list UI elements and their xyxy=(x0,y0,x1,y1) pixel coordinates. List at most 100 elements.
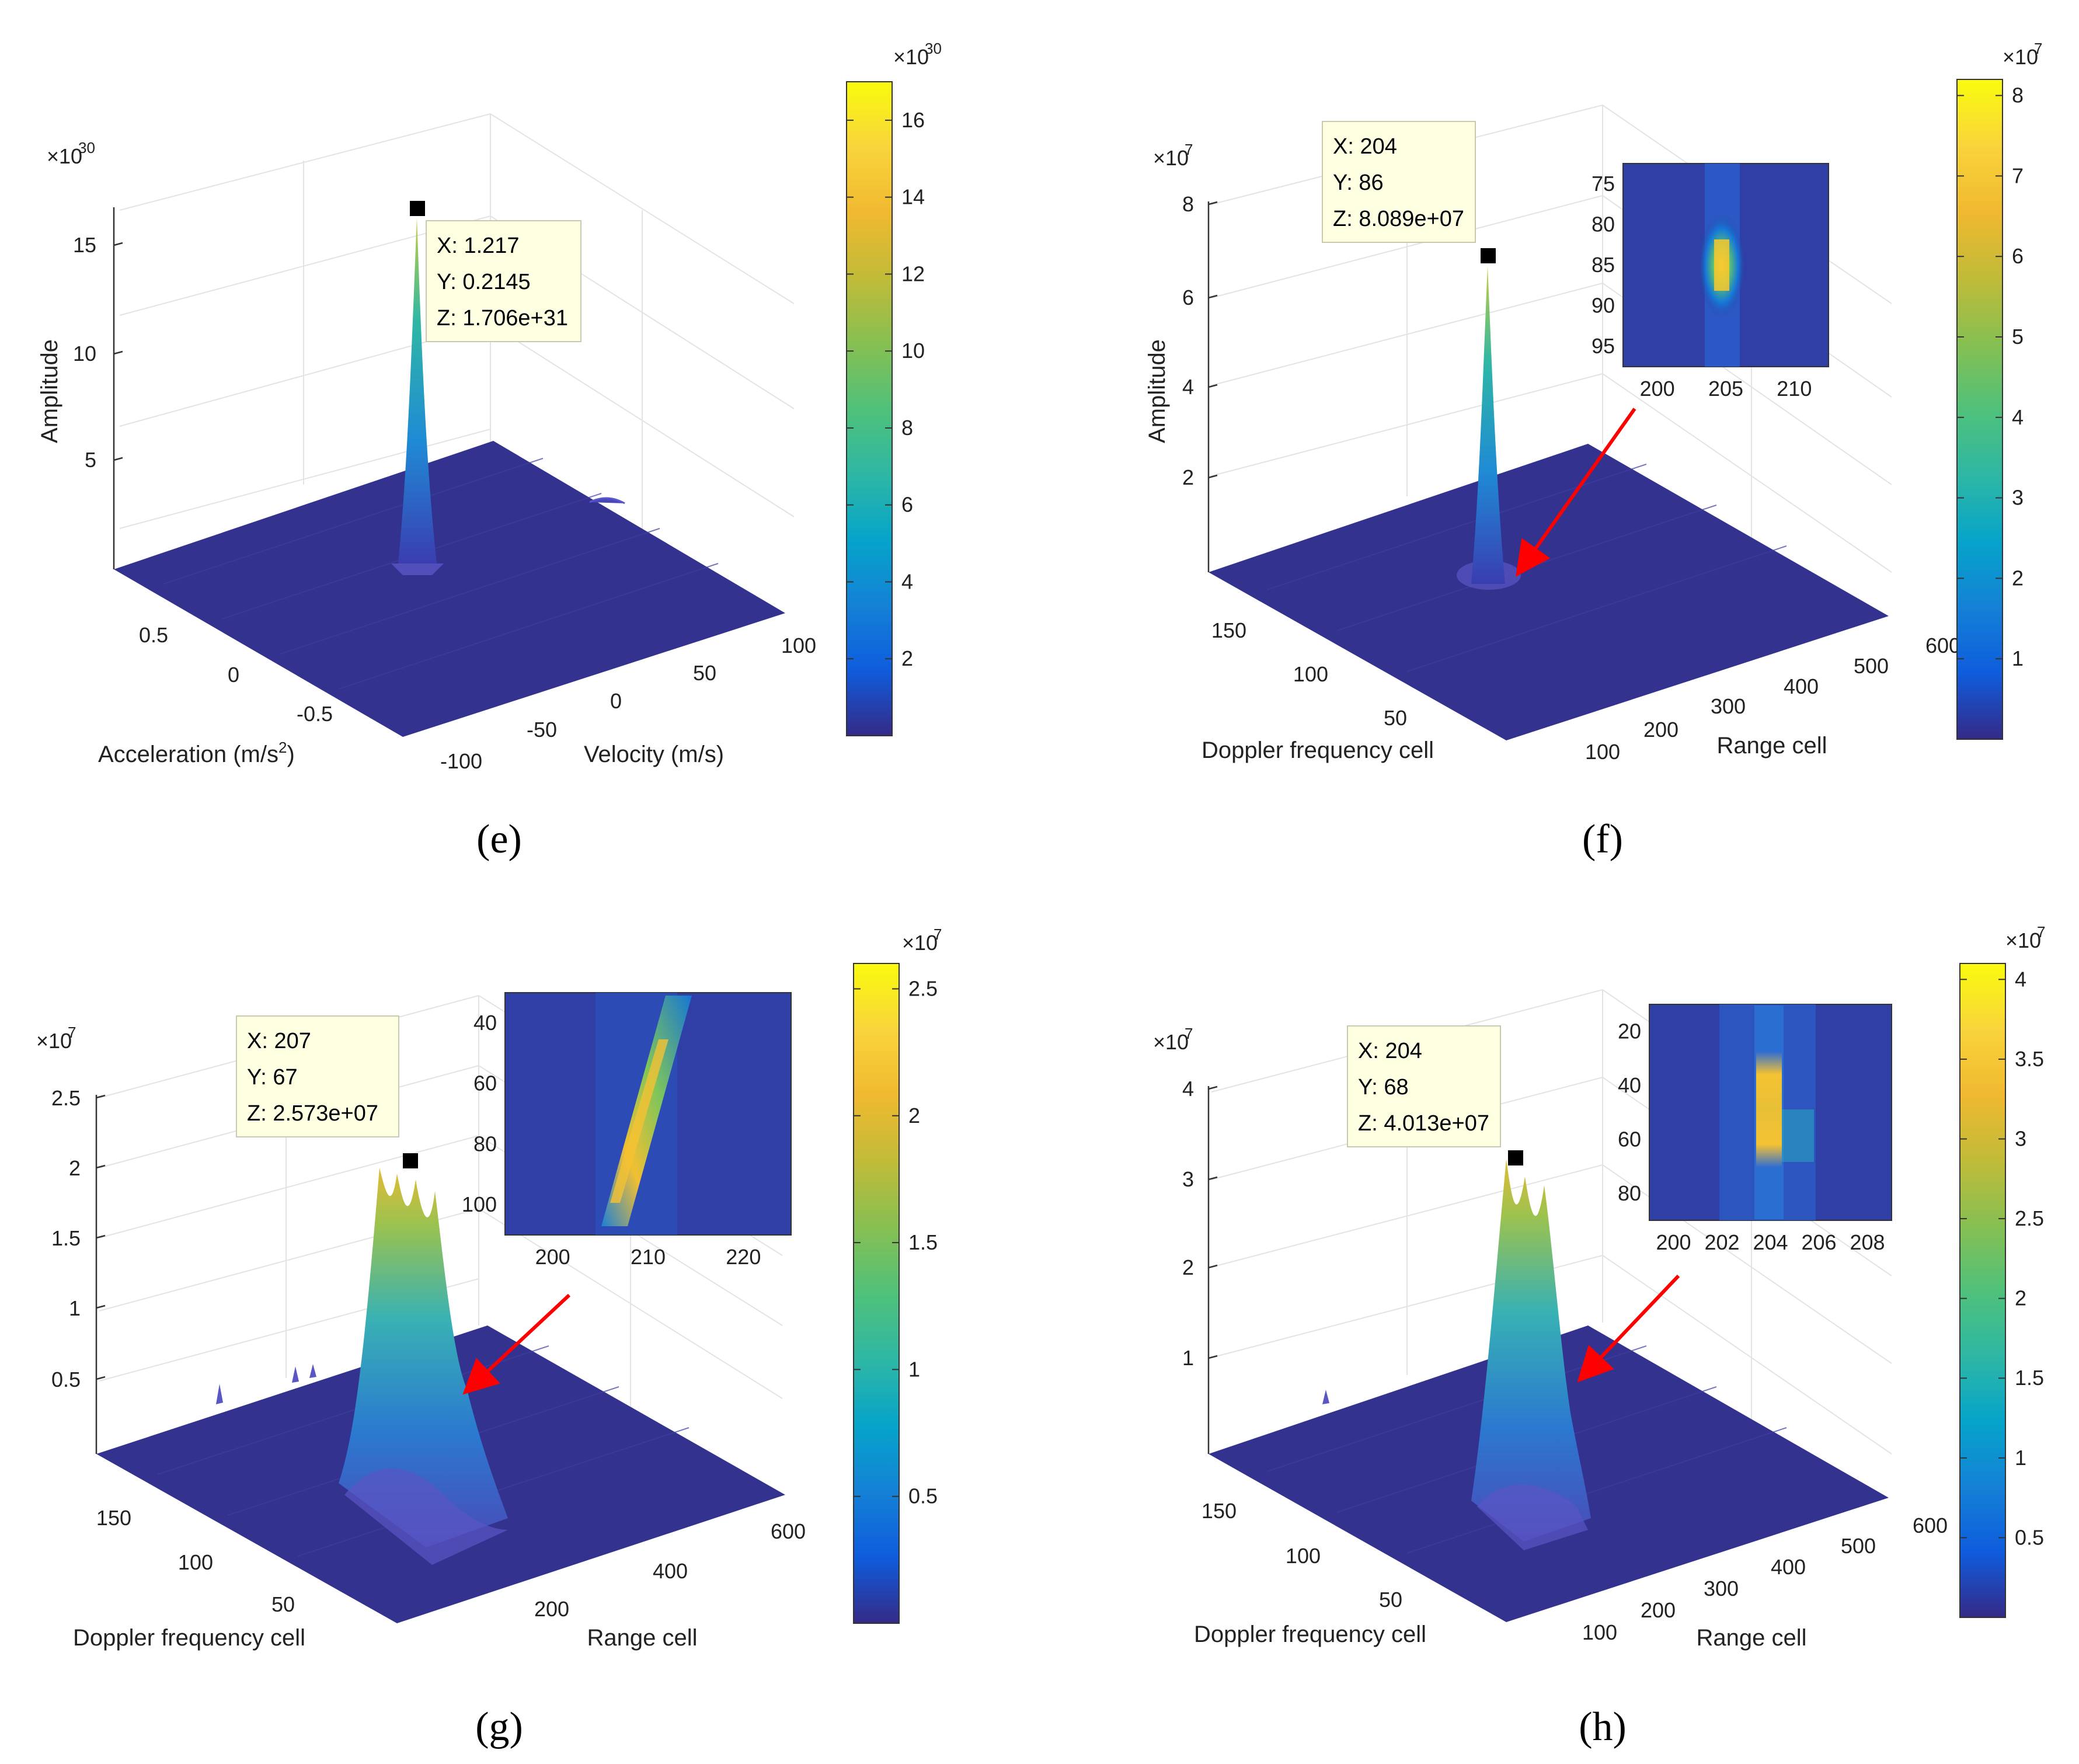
xtick-h: 50 xyxy=(1379,1588,1402,1612)
ytick-g: 600 xyxy=(771,1519,806,1543)
inset-ytick: 40 xyxy=(1618,1073,1641,1097)
panel-e: X: 1.217 Y: 0.2145 Z: 1.706e+31 15 10 5 … xyxy=(37,40,942,862)
ytick-h: 300 xyxy=(1704,1577,1739,1601)
xtick-g: 150 xyxy=(96,1506,131,1530)
ylabel-h: Range cell xyxy=(1696,1625,1806,1651)
cb-multiplier-base-g: ×10 xyxy=(902,931,938,955)
colorbar-tick-label: 1 xyxy=(2015,1446,2026,1470)
xtick-h: 150 xyxy=(1202,1499,1237,1523)
cb-multiplier-base-h: ×10 xyxy=(2005,928,2041,952)
y-axis-f: 100 200 300 400 500 600 xyxy=(1585,634,1960,764)
ztick-f: 4 xyxy=(1182,375,1194,399)
xtick-e: -0.5 xyxy=(297,702,333,726)
colorbar-tick-label: 0.5 xyxy=(2015,1525,2044,1549)
inset-xtick: 208 xyxy=(1850,1230,1885,1254)
ytick-h: 100 xyxy=(1582,1620,1617,1644)
inset-xtick: 200 xyxy=(535,1245,570,1269)
svg-text:(e): (e) xyxy=(476,817,522,862)
noise-spikes-g xyxy=(216,1364,316,1404)
inset-heatmap-h: 20 40 60 80 200 202 204 206 208 xyxy=(1618,1004,1892,1254)
cb-multiplier-exp-f: 7 xyxy=(2034,40,2042,57)
colorbar-tick-label: 3 xyxy=(2015,1126,2026,1150)
ytick-h: 200 xyxy=(1641,1598,1676,1622)
ridge-body-h xyxy=(1471,1159,1591,1542)
inset-heatmap-g: 40 60 80 100 200 210 220 xyxy=(462,992,792,1269)
ztick-h: 4 xyxy=(1182,1077,1194,1101)
ytick-f: 400 xyxy=(1784,674,1819,698)
ztick-g: 2 xyxy=(69,1156,81,1180)
colorbar-tick-label: 14 xyxy=(901,185,925,209)
xtick-h: 100 xyxy=(1286,1544,1321,1568)
xlabel-f: Doppler frequency cell xyxy=(1202,737,1434,763)
colorbar-tick-label: 2 xyxy=(2015,1286,2026,1310)
x-axis-e: 0.5 0 -0.5 xyxy=(139,623,333,726)
cb-multiplier-base-f: ×10 xyxy=(2003,45,2038,69)
datatip-x-g: X: 207 xyxy=(247,1029,311,1053)
inset-xtick: 210 xyxy=(1777,377,1812,401)
caption-f: (f) xyxy=(1582,817,1623,862)
colorbar-tick-label: 4 xyxy=(2012,405,2024,429)
datatip-x-e: X: 1.217 xyxy=(437,234,520,258)
ridge-shadow-g xyxy=(344,1469,508,1565)
ztick-e: 15 xyxy=(73,233,96,257)
background-bump-e xyxy=(589,497,625,505)
inset-ytick: 95 xyxy=(1592,334,1615,358)
ztick-h: 3 xyxy=(1182,1167,1194,1191)
zlabel-f: Amplitude xyxy=(1144,339,1170,443)
zlabel-e: Amplitude xyxy=(37,339,62,443)
z-axis-h: 4 3 2 1 xyxy=(1182,1077,1194,1370)
ytick-h: 400 xyxy=(1771,1555,1806,1579)
datatip-x-h: X: 204 xyxy=(1358,1039,1422,1063)
inset-ytick: 80 xyxy=(473,1132,497,1156)
xlabel-e: Acceleration (m/s2) xyxy=(98,739,295,767)
ytick-f: 100 xyxy=(1585,740,1620,764)
datatip-y-g: Y: 67 xyxy=(247,1065,298,1090)
ztick-f: 6 xyxy=(1182,286,1194,309)
y-axis-h: 100 200 300 400 500 600 xyxy=(1582,1514,1948,1644)
x-axis-g: 150 100 50 xyxy=(96,1506,295,1616)
colorbar-tick-label: 1 xyxy=(2012,646,2024,670)
ylabel-f: Range cell xyxy=(1716,733,1827,759)
xlabel-g: Doppler frequency cell xyxy=(73,1625,305,1651)
ztick-e: 5 xyxy=(85,448,96,472)
ytick-e: -100 xyxy=(440,749,482,773)
datatip-z-f: Z: 8.089e+07 xyxy=(1333,207,1464,231)
datatip-z-e: Z: 1.706e+31 xyxy=(437,306,568,330)
z-multiplier-exp-f: 7 xyxy=(1185,141,1193,158)
inset-heatmap-f: 75 80 85 90 95 200 205 210 xyxy=(1592,163,1829,401)
ridge-shadow-h xyxy=(1477,1484,1588,1550)
inset-ytick: 75 xyxy=(1592,172,1615,196)
cb-multiplier-exp-g: 7 xyxy=(934,926,942,943)
ztick-f: 8 xyxy=(1182,192,1194,216)
z-multiplier-f: ×10 7 xyxy=(1153,141,1193,170)
inset-xtick: 220 xyxy=(726,1245,761,1269)
datatip-marker-e xyxy=(410,201,425,216)
datatip-z-h: Z: 4.013e+07 xyxy=(1358,1111,1489,1136)
peak-base-e xyxy=(391,563,444,575)
colorbar-tick-label: 16 xyxy=(901,108,925,132)
datatip-y-f: Y: 86 xyxy=(1333,171,1384,195)
datatip-h: X: 204 Y: 68 Z: 4.013e+07 xyxy=(1347,1025,1501,1147)
datatip-z-g: Z: 2.573e+07 xyxy=(247,1101,378,1126)
colorbar-tick-label: 10 xyxy=(901,339,925,363)
cb-multiplier-exp-h: 7 xyxy=(2037,923,2045,941)
z-multiplier-base-h: ×10 xyxy=(1153,1030,1189,1054)
inset-ytick: 100 xyxy=(462,1192,497,1216)
colorbar-tick-label: 7 xyxy=(2012,163,2024,187)
z-multiplier-exp-h: 7 xyxy=(1185,1025,1193,1042)
inset-ytick: 40 xyxy=(473,1011,497,1035)
z-multiplier-base-f: ×10 xyxy=(1153,146,1189,170)
ylabel-e: Velocity (m/s) xyxy=(584,742,724,767)
colorbar-tick-label: 8 xyxy=(901,416,913,440)
ytick-f: 200 xyxy=(1643,718,1678,742)
z-multiplier-base-g: ×10 xyxy=(36,1029,72,1053)
colorbar-tick-label: 3.5 xyxy=(2015,1047,2044,1071)
cb-multiplier-base-e: ×10 xyxy=(893,45,929,69)
colorbar-e: 2 4 6 8 10 12 14 16 ×10 30 xyxy=(846,40,942,736)
ztick-f: 2 xyxy=(1182,465,1194,489)
inset-xtick: 204 xyxy=(1753,1230,1788,1254)
inset-ytick: 80 xyxy=(1592,212,1615,236)
z-multiplier-e: ×10 30 xyxy=(47,139,95,168)
